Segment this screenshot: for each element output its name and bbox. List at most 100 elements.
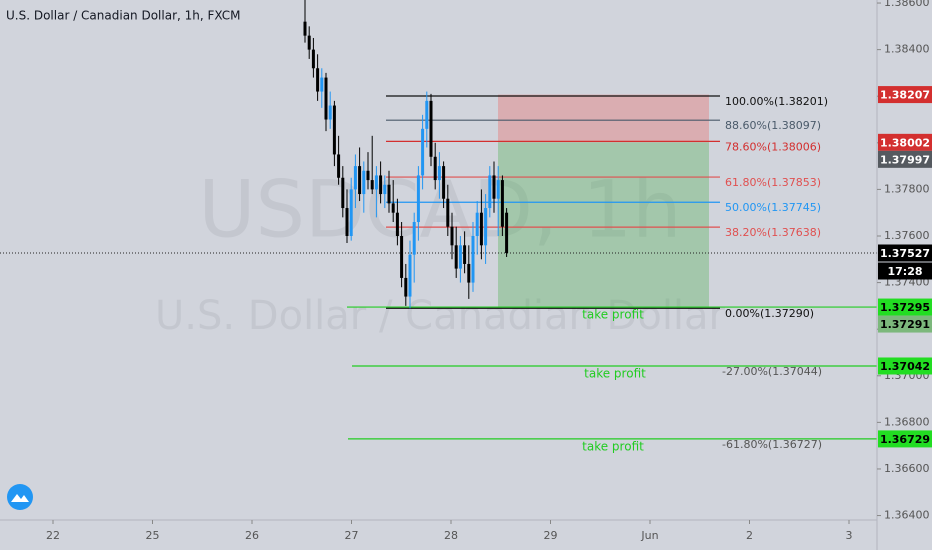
- candle-body: [307, 35, 311, 50]
- logo-icon[interactable]: [11, 494, 29, 502]
- y-tick-label: 1.36800: [884, 415, 930, 428]
- x-tick-label: 28: [444, 529, 458, 542]
- candle-body: [412, 222, 416, 255]
- candle-body: [446, 198, 450, 227]
- fib-label: 100.00%(1.38201): [725, 95, 828, 108]
- candle-body: [320, 77, 324, 92]
- price-badge: [878, 86, 932, 104]
- candle-body: [475, 212, 479, 236]
- candle-body: [463, 245, 467, 264]
- watermark-subtitle: U.S. Dollar / Canadian Dollar: [155, 293, 726, 339]
- candle-body: [316, 68, 320, 92]
- candle-body: [349, 189, 353, 236]
- candle-body: [324, 77, 328, 120]
- candle-body: [421, 128, 425, 176]
- candle-body: [450, 226, 454, 246]
- price-badge-label: 1.37527: [880, 247, 930, 260]
- candle-body: [496, 180, 500, 199]
- x-tick-label: 26: [245, 529, 259, 542]
- price-badge-label: 1.38207: [880, 89, 930, 102]
- candle-body: [454, 245, 458, 269]
- price-badge-label: 1.36729: [880, 433, 930, 446]
- candle-body: [505, 212, 509, 254]
- price-badge-label: 1.37295: [880, 301, 930, 314]
- y-tick-label: 1.38400: [884, 43, 930, 56]
- x-tick-label: 27: [345, 529, 359, 542]
- candle-body: [429, 100, 433, 157]
- candle-body: [383, 184, 387, 195]
- candle-body: [442, 166, 446, 199]
- price-badge: [878, 357, 932, 375]
- candle-body: [416, 175, 420, 223]
- candle-body: [479, 212, 483, 246]
- logo[interactable]: [7, 484, 33, 510]
- y-tick-label: 1.37600: [884, 229, 930, 242]
- candle-body: [391, 203, 395, 213]
- y-tick-label: 1.38600: [884, 0, 930, 9]
- candle-body: [425, 100, 429, 129]
- candle-body: [395, 212, 399, 236]
- candle-body: [353, 166, 357, 190]
- candle-body: [484, 208, 488, 246]
- take-profit-label: take profit: [582, 439, 644, 453]
- x-tick-label: Jun: [640, 529, 658, 542]
- take-profit-label: take profit: [582, 308, 644, 322]
- take-profit-level: -61.80%(1.36727): [722, 438, 822, 451]
- chart-title: U.S. Dollar / Canadian Dollar, 1h, FXCM: [6, 9, 241, 23]
- x-tick-label: 2: [746, 529, 753, 542]
- price-badge: [878, 298, 932, 316]
- price-badge-label: 17:28: [887, 265, 922, 278]
- candle-body: [400, 235, 404, 278]
- price-badge-label: 1.37997: [880, 153, 930, 166]
- x-tick-label: 29: [544, 529, 558, 542]
- candle-body: [404, 277, 408, 297]
- candle-body: [488, 175, 492, 209]
- fib-label: 78.60%(1.38006): [725, 140, 821, 153]
- plot-area: 100.00%(1.38201) 88.60%(1.38097) 78.60%(1.…: [0, 0, 877, 453]
- price-badge-label: 1.38002: [880, 136, 930, 149]
- candle-body: [408, 254, 412, 297]
- logo-circle[interactable]: [7, 484, 33, 510]
- watermark: USDCAD, 1h: [198, 165, 681, 255]
- price-badge: [878, 430, 932, 448]
- price-badge-label: 1.37042: [880, 360, 930, 373]
- price-badge: [878, 315, 932, 333]
- x-tick-label: 25: [146, 529, 160, 542]
- candle-body: [379, 175, 383, 195]
- candle-body: [437, 166, 441, 181]
- candle-body: [366, 170, 370, 181]
- fib-label: 38.20%(1.37638): [725, 226, 821, 239]
- y-tick-label: 1.36400: [884, 509, 930, 522]
- y-tick-label: 1.36600: [884, 462, 930, 475]
- take-profit-level: -27.00%(1.37044): [722, 365, 822, 378]
- fib-label: 0.00%(1.37290): [725, 307, 814, 320]
- candle-body: [337, 154, 341, 178]
- candle-body: [471, 235, 475, 283]
- x-tick-label: 3: [846, 529, 853, 542]
- price-badge: [878, 244, 932, 262]
- candle-body: [387, 184, 391, 204]
- price-badge: [878, 150, 932, 168]
- candle-body: [374, 175, 378, 190]
- candle-body: [328, 105, 332, 120]
- price-badge: [878, 262, 932, 280]
- candle-body: [492, 175, 496, 199]
- candle-body: [341, 177, 345, 209]
- candle-body: [345, 208, 349, 236]
- stop-zone: [498, 94, 709, 143]
- candle-body: [332, 105, 336, 155]
- fib-label: 61.80%(1.37853): [725, 176, 821, 189]
- fib-label: 50.00%(1.37745): [725, 201, 821, 214]
- candle-body: [362, 170, 366, 195]
- x-tick-label: 22: [46, 529, 60, 542]
- candle-body: [311, 49, 315, 69]
- y-tick-label: 1.37800: [884, 182, 930, 195]
- candle-body: [303, 21, 307, 36]
- target-zone: [498, 142, 709, 308]
- candle-body: [358, 166, 362, 195]
- candle-body: [467, 263, 471, 283]
- price-badge-label: 1.37291: [880, 318, 930, 331]
- candle-body: [458, 245, 462, 269]
- take-profit-label: take profit: [584, 366, 646, 380]
